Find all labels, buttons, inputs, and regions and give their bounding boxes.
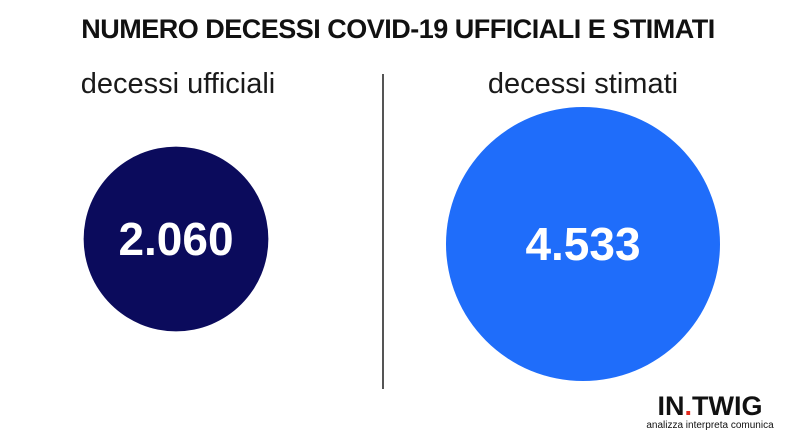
- value-label-estimated: 4.533: [525, 218, 640, 270]
- logo-tagline: analizza interpreta comunica: [646, 420, 774, 431]
- category-label-estimated: decessi stimati: [487, 68, 679, 100]
- chart-title: NUMERO DECESSI COVID-19 UFFICIALI E STIM…: [81, 14, 715, 44]
- category-label-official: decessi ufficiali: [80, 68, 276, 100]
- value-label-official: 2.060: [118, 213, 233, 265]
- logo-suffix: TWIG: [692, 391, 763, 421]
- intwig-logo: IN.TWIG analizza interpreta comunica: [630, 392, 790, 432]
- logo-prefix: IN: [657, 391, 685, 421]
- bubble-official: [83, 146, 269, 332]
- bubble-estimated: [446, 107, 720, 381]
- logo-dot: .: [684, 391, 693, 421]
- column-divider: [382, 74, 384, 389]
